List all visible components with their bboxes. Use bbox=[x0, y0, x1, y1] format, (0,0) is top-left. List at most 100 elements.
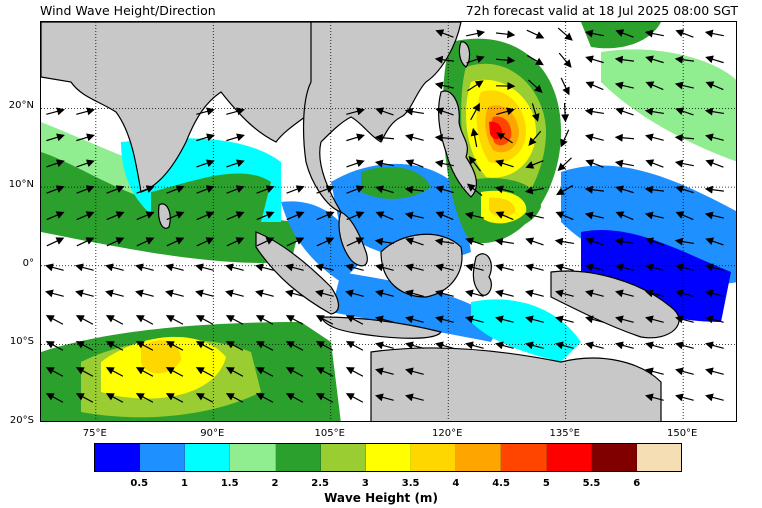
wind-arrow bbox=[45, 315, 64, 325]
wind-arrow bbox=[495, 56, 516, 65]
wind-arrow bbox=[375, 315, 394, 324]
wind-arrow bbox=[645, 55, 664, 64]
wind-arrow bbox=[495, 30, 516, 39]
wind-arrow bbox=[614, 81, 634, 90]
wind-arrow bbox=[45, 263, 64, 272]
wind-arrow bbox=[285, 315, 304, 325]
wind-arrow bbox=[76, 185, 95, 194]
wind-arrow bbox=[405, 289, 424, 298]
wind-arrow bbox=[435, 341, 454, 350]
wave-zone-java-sea bbox=[331, 272, 501, 342]
wind-arrow bbox=[196, 185, 215, 194]
colorbar-bin bbox=[546, 444, 592, 471]
wind-arrow bbox=[255, 341, 274, 351]
colorbar-tick-label: 0.5 bbox=[130, 478, 149, 489]
wind-arrow bbox=[345, 341, 364, 351]
wind-arrow bbox=[585, 237, 604, 246]
wind-arrow bbox=[75, 393, 94, 403]
wind-arrow bbox=[345, 367, 364, 377]
wind-arrow bbox=[675, 263, 694, 272]
land-sri-lanka bbox=[158, 203, 171, 229]
wind-arrow bbox=[674, 81, 694, 90]
wind-arrow bbox=[705, 159, 724, 168]
wind-arrow bbox=[105, 315, 124, 325]
wind-arrow bbox=[345, 393, 364, 403]
wind-arrow bbox=[345, 315, 364, 325]
wind-arrow bbox=[225, 393, 244, 403]
wind-arrow bbox=[105, 367, 124, 377]
wind-arrow bbox=[466, 29, 486, 38]
wind-arrow bbox=[434, 159, 454, 168]
colorbar-bin bbox=[591, 444, 637, 471]
wind-arrow bbox=[468, 155, 482, 172]
wind-arrow bbox=[226, 159, 245, 168]
wind-arrow bbox=[435, 211, 454, 221]
wind-arrow bbox=[615, 211, 634, 221]
wind-arrow bbox=[555, 211, 574, 221]
wind-arrow bbox=[226, 237, 245, 247]
wind-arrow bbox=[374, 133, 395, 142]
wind-arrow bbox=[435, 107, 454, 116]
wind-arrow bbox=[285, 263, 304, 272]
wind-arrow bbox=[165, 289, 184, 298]
colorbar-bin bbox=[95, 444, 141, 471]
wind-arrow bbox=[675, 211, 694, 221]
wind-arrow bbox=[286, 211, 305, 221]
wind-arrow bbox=[525, 263, 544, 272]
wind-arrow bbox=[705, 237, 724, 246]
wind-arrow bbox=[467, 80, 484, 92]
wind-arrow bbox=[316, 185, 335, 194]
wind-arrow bbox=[675, 367, 694, 376]
wind-arrow bbox=[434, 237, 454, 246]
wind-arrow bbox=[165, 367, 184, 377]
wind-arrow bbox=[76, 107, 95, 116]
wind-arrow bbox=[135, 289, 154, 298]
wind-arrow bbox=[315, 341, 334, 351]
wind-arrow bbox=[375, 289, 394, 298]
wind-arrow bbox=[615, 29, 634, 38]
land-malay-peninsula bbox=[338, 211, 368, 267]
colorbar-tick-label: 2.5 bbox=[311, 478, 329, 489]
wind-arrow bbox=[585, 159, 604, 168]
wind-arrow bbox=[226, 211, 245, 221]
forecast-valid-time: 72h forecast valid at 18 Jul 2025 08:00 … bbox=[465, 3, 738, 18]
colorbar-tick-label: 3 bbox=[361, 478, 369, 489]
wind-arrow bbox=[704, 29, 724, 38]
wind-arrow bbox=[195, 263, 214, 272]
wave-height-colorbar bbox=[94, 443, 682, 472]
wind-arrow bbox=[225, 315, 244, 325]
wind-arrow bbox=[285, 341, 304, 351]
wind-arrow bbox=[434, 55, 455, 64]
wind-arrow bbox=[705, 393, 724, 402]
lat-tick-label: 10°S bbox=[9, 336, 34, 348]
wind-arrow bbox=[675, 29, 694, 38]
wind-arrow bbox=[374, 159, 394, 168]
lat-tick-label: 20°S bbox=[9, 415, 34, 426]
wind-arrow bbox=[106, 185, 125, 194]
wind-arrow bbox=[674, 159, 694, 168]
lon-tick-label: 90°E bbox=[200, 428, 225, 439]
wind-arrow bbox=[645, 263, 664, 272]
wind-arrow bbox=[560, 129, 570, 148]
wind-arrow bbox=[375, 341, 394, 350]
wind-arrow bbox=[345, 263, 364, 272]
wind-arrow bbox=[465, 237, 484, 246]
wind-arrow bbox=[495, 289, 514, 298]
wind-arrow bbox=[256, 185, 275, 194]
wind-arrow bbox=[705, 81, 724, 91]
wind-arrow bbox=[644, 211, 664, 220]
wind-arrow bbox=[674, 55, 695, 64]
wind-arrow bbox=[466, 55, 485, 64]
wind-arrow bbox=[135, 263, 154, 272]
wind-arrow bbox=[46, 133, 65, 142]
wind-arrow bbox=[75, 367, 94, 377]
wind-arrow bbox=[286, 237, 305, 247]
wave-map[interactable] bbox=[40, 21, 737, 422]
wind-arrow bbox=[674, 133, 695, 142]
lat-tick-label: 0° bbox=[22, 257, 34, 269]
wind-arrow bbox=[46, 211, 65, 221]
wind-arrow bbox=[525, 341, 544, 350]
wind-arrow bbox=[675, 289, 694, 298]
wind-arrow bbox=[46, 185, 65, 194]
wind-arrow bbox=[255, 289, 274, 298]
